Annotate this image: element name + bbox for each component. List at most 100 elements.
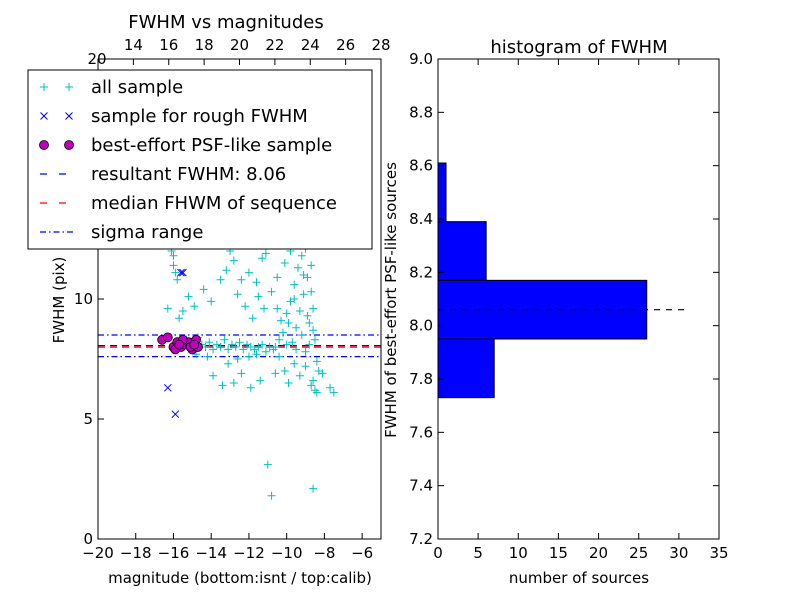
hist-y-tick-label: 7.2 — [409, 530, 433, 548]
all-sample-point — [241, 302, 250, 311]
all-sample-point — [280, 259, 289, 267]
legend-frame — [27, 69, 373, 250]
all-sample-point — [292, 345, 301, 354]
all-sample-point — [292, 323, 301, 332]
all-sample-point — [288, 338, 297, 347]
all-sample-point — [222, 266, 231, 275]
scatter-axis-ticks: −20 −18 −16 −14 −12 −10 −8 −6 0 5 10 — [74, 290, 373, 562]
all-sample-point — [273, 304, 282, 313]
scatter-x-label: magnitude (bottom:isnt / top:calib) — [108, 569, 372, 587]
top-tick-label: 14 — [124, 36, 143, 54]
legend-label-sigma-range: sigma range — [91, 222, 203, 243]
hist-y-tick-label: 8.6 — [409, 157, 433, 175]
all-sample-point — [260, 304, 269, 313]
all-sample-point — [171, 268, 180, 277]
all-sample-point — [237, 275, 246, 284]
legend-x-marker — [65, 112, 73, 120]
all-sample-point — [244, 352, 253, 361]
all-sample-point — [303, 311, 312, 320]
all-sample-point — [267, 287, 276, 296]
all-sample-point — [190, 302, 199, 311]
all-sample-point — [229, 379, 238, 387]
legend-label-rough-sample: sample for rough FWHM — [91, 106, 308, 127]
all-sample-point — [290, 295, 299, 303]
psf-sample-point — [162, 332, 173, 343]
top-tick-label: 28 — [371, 36, 390, 54]
all-sample-point — [220, 335, 229, 344]
top-tick-label: 16 — [159, 36, 178, 54]
all-sample-point — [271, 343, 280, 351]
all-sample-point — [275, 352, 284, 361]
histogram-frame — [437, 58, 720, 540]
scatter-legend: all sample sample for rough FWHM best-ef… — [27, 69, 373, 250]
top-corner-label: 20 — [87, 50, 106, 68]
hist-y-tick-label: 7.6 — [409, 423, 433, 441]
hist-y-tick-label: 8.0 — [409, 317, 433, 335]
all-sample-point — [252, 278, 261, 287]
all-sample-point — [275, 335, 284, 344]
histogram-bar — [437, 162, 447, 223]
rough-sample-point — [163, 383, 172, 392]
legend-plus-marker — [40, 83, 48, 91]
y-tick-label: 0 — [83, 530, 93, 548]
x-tick-label: −18 — [120, 544, 152, 562]
all-sample-point — [175, 314, 184, 323]
histogram-x-label: number of sources — [509, 569, 649, 587]
all-sample-point — [256, 376, 265, 385]
all-sample-point — [169, 251, 178, 260]
all-sample-point — [252, 350, 261, 359]
histogram-bar — [437, 221, 487, 281]
all-sample-point — [305, 319, 314, 327]
all-sample-point — [254, 292, 263, 301]
x-tick-label: −8 — [313, 544, 335, 562]
hist-y-tick-label: 9.0 — [409, 50, 433, 68]
all-sample-point — [309, 304, 318, 313]
all-sample-point — [309, 484, 318, 493]
y-tick-label: 5 — [83, 410, 93, 428]
top-tick-label: 22 — [265, 36, 284, 54]
all-sample-point — [297, 251, 306, 260]
scatter-marks — [98, 232, 381, 500]
legend-label-psf-sample: best-effort PSF-like sample — [91, 135, 332, 156]
legend-x-marker — [40, 112, 48, 120]
psf-sample-point — [174, 339, 185, 350]
rough-sample-point — [179, 268, 187, 277]
all-sample-point — [301, 347, 310, 356]
hist-x-tick-label: 20 — [589, 544, 608, 562]
all-sample-point — [273, 273, 282, 282]
all-sample-point — [295, 307, 304, 315]
all-sample-point — [216, 275, 225, 284]
rough-sample-point — [171, 410, 180, 419]
hist-y-tick-label: 8.2 — [409, 263, 433, 281]
all-sample-point — [261, 249, 270, 258]
all-sample-point — [237, 369, 246, 378]
histogram-bar — [437, 279, 648, 340]
all-sample-point — [229, 256, 238, 265]
all-sample-point — [267, 491, 276, 500]
histogram-plot-area — [437, 162, 687, 399]
x-tick-label: −20 — [82, 544, 114, 562]
all-sample-point — [301, 362, 310, 371]
histogram-title: histogram of FWHM — [490, 37, 667, 58]
all-sample-point — [305, 340, 314, 349]
hist-x-tick-label: 25 — [629, 544, 648, 562]
legend-label-all-sample: all sample — [91, 77, 183, 98]
all-sample-point — [263, 460, 272, 469]
all-sample-point — [244, 268, 253, 277]
all-sample-point — [205, 338, 214, 347]
legend-label-resultant-fwhm: resultant FWHM: 8.06 — [91, 164, 286, 185]
all-sample-point — [284, 319, 293, 327]
all-sample-point — [271, 369, 280, 378]
all-sample-point — [307, 261, 316, 270]
legend-label-median-fwhm: median FHWM of sequence — [91, 193, 337, 214]
all-sample-point — [163, 304, 172, 313]
all-sample-point — [246, 383, 255, 392]
all-sample-point — [209, 371, 218, 380]
histogram-bar — [437, 338, 495, 399]
all-sample-point — [233, 355, 242, 363]
legend-circle-marker — [39, 140, 49, 150]
hist-x-tick-label: 30 — [669, 544, 688, 562]
hist-y-tick-label: 7.8 — [409, 370, 433, 388]
all-sample-point — [184, 292, 193, 301]
all-sample-point — [284, 379, 293, 387]
